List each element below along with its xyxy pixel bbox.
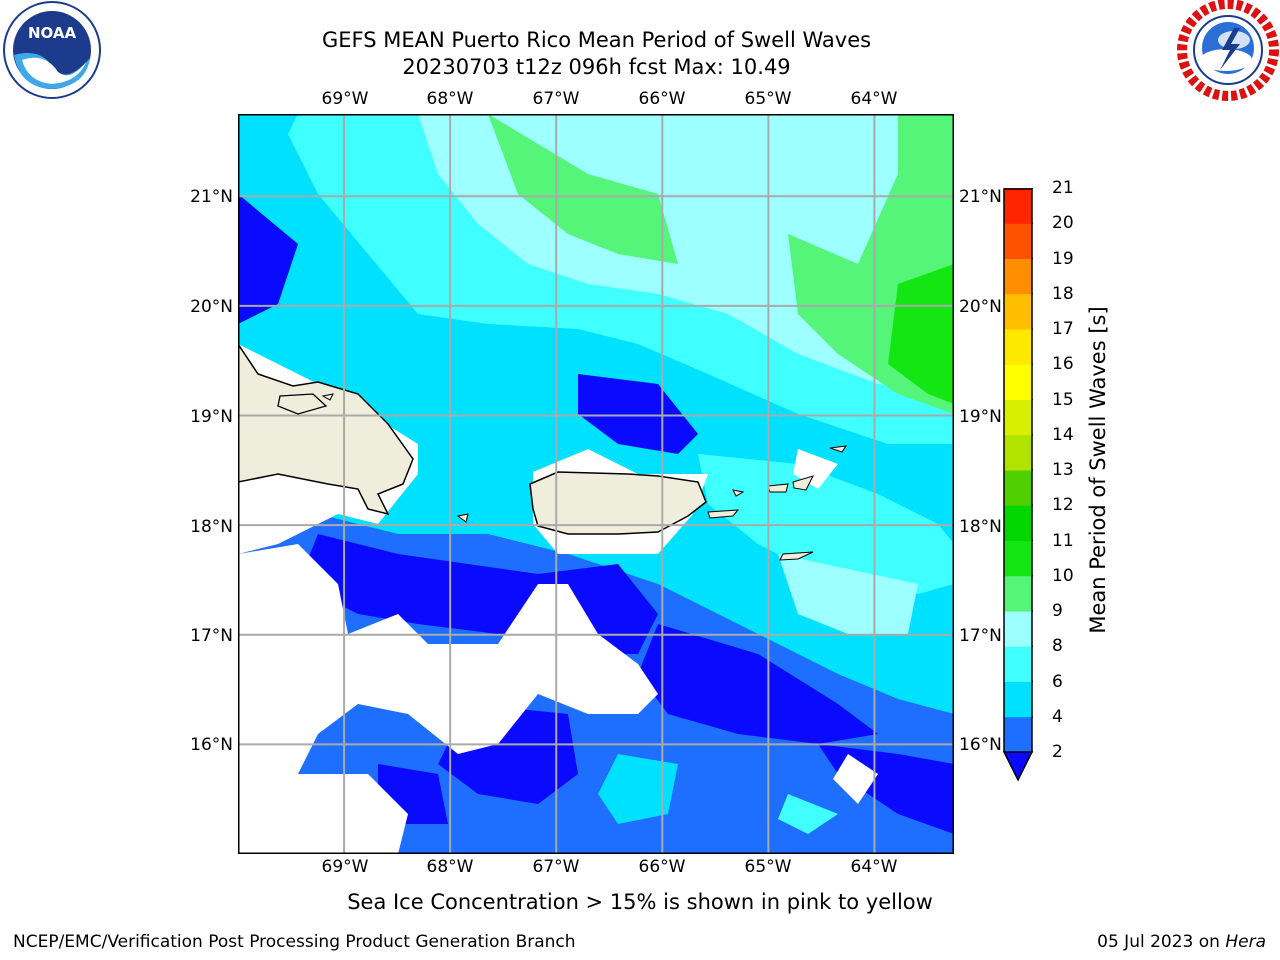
colorbar-segment (1004, 716, 1032, 753)
lat-label-left-5: 17°N (190, 626, 233, 646)
colorbar-segment (1004, 399, 1032, 436)
lat-label-left-2: 20°N (190, 297, 233, 317)
chart-subtitle: 20230703 t12z 096h fcst Max: 10.49 (402, 55, 791, 79)
colorbar-segment (1004, 681, 1032, 718)
lon-label-bottom-4: 66°W (638, 857, 686, 877)
lon-label-top-3: 67°W (532, 89, 580, 109)
colorbar-tick-label: 11 (1052, 530, 1074, 551)
lon-label-top-5: 65°W (744, 89, 792, 109)
lat-label-right-1: 21°N (959, 187, 1002, 207)
lat-label-right-2: 20°N (959, 297, 1002, 317)
colorbar-segment (1004, 329, 1032, 365)
colorbar-segment (1004, 293, 1032, 330)
colorbar (1002, 187, 1038, 784)
lon-label-bottom-5: 65°W (744, 857, 792, 877)
lat-label-right-4: 18°N (959, 517, 1002, 537)
lat-label-left-6: 16°N (190, 735, 233, 755)
footer-branch: NCEP/EMC/Verification Post Processing Pr… (13, 932, 576, 952)
colorbar-label: Mean Period of Swell Waves [s] (1086, 306, 1110, 634)
lat-label-left-4: 18°N (190, 517, 233, 537)
chart-title: GEFS MEAN Puerto Rico Mean Period of Swe… (321, 28, 872, 52)
colorbar-ticks: 21 20 19 18 17 16 15 14 13 12 11 10 9 8 6 4 2 (1040, 178, 1090, 762)
nws-logo-icon (1176, 0, 1280, 104)
sea-ice-note: Sea Ice Concentration > 15% is shown in … (347, 890, 933, 914)
colorbar-segment (1004, 505, 1032, 541)
colorbar-tick-label: 18 (1052, 283, 1074, 304)
noaa-logo-text: NOAA (28, 24, 77, 42)
colorbar-tick-label: 9 (1052, 601, 1063, 621)
footer-date: 05 Jul 2023 on Hera (1097, 932, 1266, 952)
colorbar-segment (1004, 470, 1032, 506)
lat-label-right-3: 19°N (959, 407, 1002, 427)
colorbar-tick-label: 15 (1052, 389, 1074, 410)
colorbar-tick-label: 16 (1052, 354, 1074, 375)
swell-period-map (237, 113, 955, 855)
footer-date-text: 05 Jul 2023 on (1097, 932, 1226, 952)
colorbar-tick-label: 8 (1052, 636, 1063, 657)
lon-label-bottom-2: 68°W (426, 857, 474, 877)
lon-label-top-4: 66°W (638, 89, 686, 109)
lat-label-left-1: 21°N (190, 187, 233, 207)
colorbar-segment (1004, 188, 1032, 224)
colorbar-tick-label: 12 (1052, 495, 1074, 516)
colorbar-tick-label: 14 (1052, 424, 1074, 445)
lon-label-top-6: 64°W (850, 89, 898, 109)
colorbar-tick-label: 20 (1052, 213, 1074, 234)
colorbar-tick-label: 4 (1052, 706, 1063, 727)
colorbar-segment (1004, 646, 1032, 682)
colorbar-segment (1004, 611, 1032, 647)
colorbar-segment (1004, 434, 1032, 471)
lat-label-right-6: 16°N (959, 735, 1002, 755)
colorbar-tick-label: 10 (1052, 565, 1074, 586)
lat-label-right-5: 17°N (959, 626, 1002, 646)
colorbar-segment (1004, 575, 1032, 612)
noaa-logo-icon: NOAA (0, 0, 104, 104)
lon-label-bottom-1: 69°W (321, 857, 369, 877)
lon-label-bottom-6: 64°W (850, 857, 898, 877)
map-panel (237, 113, 955, 855)
footer-host: Hera (1225, 932, 1266, 952)
lon-label-top-1: 69°W (321, 89, 369, 109)
colorbar-under-arrow (1002, 751, 1034, 782)
lon-label-bottom-3: 67°W (532, 857, 580, 877)
colorbar-tick-label: 17 (1052, 319, 1074, 339)
colorbar-tick-label: 2 (1052, 742, 1063, 762)
colorbar-tick-label: 19 (1052, 248, 1074, 269)
lat-label-left-3: 19°N (190, 407, 233, 427)
colorbar-segment (1004, 540, 1032, 577)
lon-label-top-2: 68°W (426, 89, 474, 109)
colorbar-segment (1004, 364, 1032, 400)
colorbar-segment (1004, 258, 1032, 295)
colorbar-tick-label: 21 (1052, 178, 1074, 198)
colorbar-tick-label: 13 (1052, 460, 1074, 480)
colorbar-segment (1004, 223, 1032, 259)
colorbar-tick-label: 6 (1052, 671, 1063, 692)
